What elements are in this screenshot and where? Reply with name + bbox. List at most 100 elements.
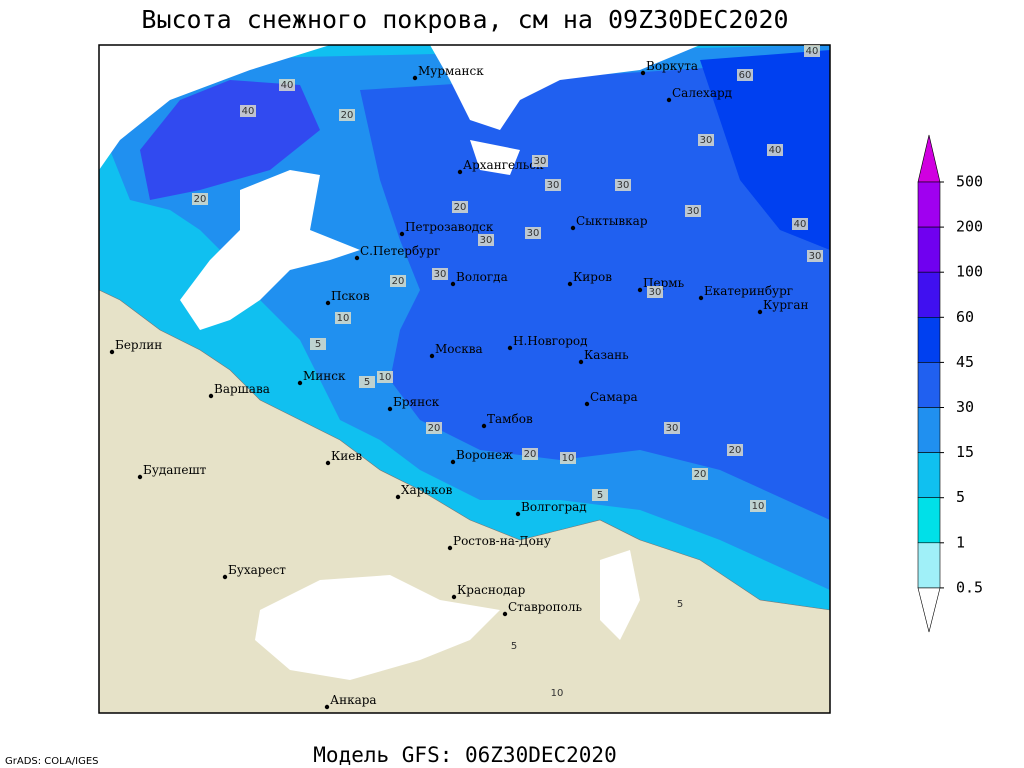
city-label: Харьков [401,483,453,497]
city-dot [451,594,457,600]
contour-label-bg [452,201,468,213]
contour-label-bg [426,422,442,434]
legend-arrow-top [917,134,941,183]
contour-label: 40 [806,46,819,57]
city-label: Петрозаводск [405,220,494,234]
contour-label-bg [310,338,326,350]
title: Высота снежного покрова, см на 09Z30DEC2… [141,5,788,34]
city-label: Москва [435,342,483,356]
contour-label-bg [664,422,680,434]
city-label: Будапешт [143,463,207,477]
contour-label-bg [478,234,494,246]
contour-label-bg [792,218,808,230]
white-sea [470,140,520,175]
contour-label-bg [377,371,393,383]
legend-box [917,226,941,273]
legend-label: 15 [956,443,974,461]
snow-deeper [700,50,830,250]
city-dot [208,393,214,399]
contour-label: 30 [480,235,493,246]
city-label: Бухарест [228,563,286,577]
city-dot [567,281,573,287]
city-dot [666,97,672,103]
city-label: Тамбов [487,412,533,426]
city-dot [584,401,590,407]
contour-label: 10 [562,453,575,464]
contour-label-bg [727,444,743,456]
city-label: Мурманск [418,64,484,78]
legend-label: 45 [956,353,974,371]
black-sea [255,575,500,680]
contour-label: 30 [547,180,560,191]
city-dot [395,494,401,500]
contour-label: 40 [769,145,782,156]
contour-label: 5 [677,599,683,610]
city-label: Ставрополь [508,600,582,614]
contour-label: 5 [315,339,321,350]
city-label: Казань [584,348,629,362]
legend-box [917,316,941,363]
city-label: Воркута [646,59,698,73]
city-dot [450,281,456,287]
city-label: Берлин [115,338,162,352]
city-label: Волгоград [521,500,587,514]
city-dot [412,75,418,81]
city-dot [354,255,360,261]
contour-label: 30 [527,228,540,239]
barents-sea [430,45,700,130]
city-dot [450,459,456,465]
contour-label-bg [506,640,522,652]
city-label: Минск [303,369,346,383]
contour-label: 5 [511,641,517,652]
contour-label: 30 [434,269,447,280]
city-dot [325,460,331,466]
legend-label: 200 [956,218,983,236]
city-label: Салехард [672,86,732,100]
legend-label: 500 [956,173,983,191]
city-label: Н.Новгород [513,334,588,348]
legend: 500 200 100 60 45 30 15 5 1 0.5 [917,134,983,633]
contour-label-bg [359,376,375,388]
city-label: Вологда [456,270,508,284]
contour-label-bg [737,69,753,81]
city-dot [481,423,487,429]
contour-label-bg [672,598,688,610]
city-dot [137,474,143,480]
city-label: Краснодар [457,583,526,597]
city-label: Воронеж [456,448,513,462]
city-dot [515,511,521,517]
city-dot [757,309,763,315]
city-dot [502,611,508,617]
contour-label: 20 [694,469,707,480]
contour-label: 10 [752,501,765,512]
city-dot [399,231,405,237]
contour-label: 5 [364,377,370,388]
city-label: Курган [763,298,808,312]
city-dot [297,380,303,386]
city-dot [325,300,331,306]
city-dot [507,345,513,351]
city-dot [324,704,330,710]
legend-box [917,271,941,318]
legend-label: 5 [956,488,965,506]
city-dot [222,574,228,580]
contour-label: 20 [454,202,467,213]
city-label: Екатеринбург [704,284,793,298]
contour-label-bg [750,500,766,512]
contour-label-bg [615,179,631,191]
contour-label: 30 [809,251,822,262]
legend-box [917,497,941,544]
contour-label-bg [525,227,541,239]
city-label: Киев [331,449,362,463]
contour-label: 10 [379,372,392,383]
map [98,44,831,714]
legend-label: 30 [956,398,974,416]
legend-label: 0.5 [956,578,983,596]
legend-box [917,407,941,453]
contour-label: 10 [337,313,350,324]
contour-label-bg [807,250,823,262]
city-dot [429,353,435,359]
contour-label-bg [560,452,576,464]
contour-label: 30 [700,135,713,146]
